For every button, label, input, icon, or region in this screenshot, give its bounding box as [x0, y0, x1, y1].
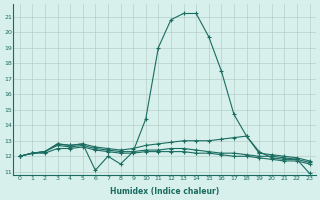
X-axis label: Humidex (Indice chaleur): Humidex (Indice chaleur) [110, 187, 219, 196]
